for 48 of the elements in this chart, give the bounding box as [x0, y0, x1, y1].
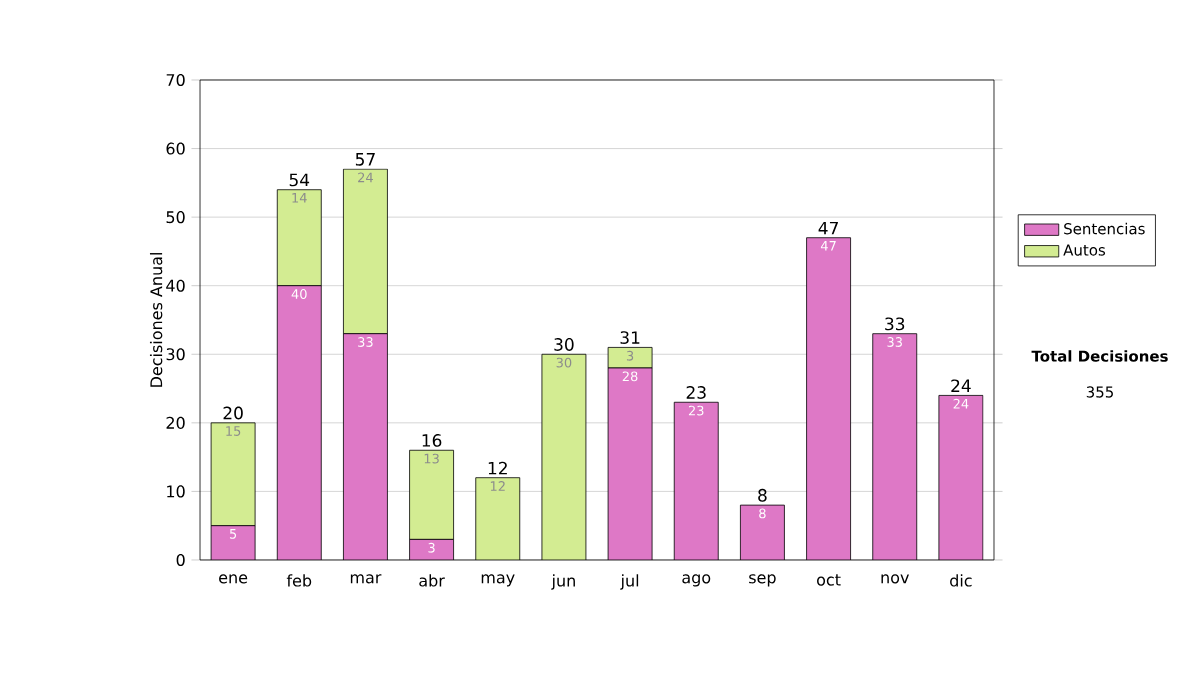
y-tick-label: 50	[166, 211, 185, 224]
bar	[740, 505, 785, 560]
bar	[938, 395, 984, 560]
x-tick-label: may	[481, 574, 515, 587]
total-label: 47	[818, 221, 838, 235]
bar	[806, 237, 851, 560]
total-label: 23	[686, 386, 706, 399]
x-tick-label: dic	[950, 574, 972, 587]
bar	[211, 525, 256, 560]
total-label: 16	[422, 434, 442, 447]
bar	[409, 449, 454, 540]
y-tick-label: 0	[176, 553, 185, 567]
bar	[872, 333, 917, 560]
x-tick-label: ago	[682, 574, 711, 587]
x-tick-label: oct	[817, 574, 841, 586]
bar	[541, 354, 586, 560]
bar	[277, 285, 322, 560]
x-tick-label: abr	[419, 574, 445, 587]
bar	[210, 422, 256, 527]
total-label: 8	[758, 488, 767, 502]
y-tick-label: 60	[166, 142, 185, 155]
y-axis-title: Decisiones Anual	[149, 253, 163, 387]
y-tick-label: 20	[166, 416, 185, 429]
total-label: 30	[554, 338, 574, 351]
total-label: 24	[951, 379, 971, 393]
bar	[674, 402, 719, 560]
total-label: 57	[355, 153, 375, 166]
bar	[475, 477, 520, 560]
y-tick-label: 30	[166, 348, 185, 361]
x-tick-label: jul	[620, 574, 639, 590]
y-tick-label: 40	[166, 279, 185, 292]
total-label: 20	[223, 406, 243, 420]
bar	[343, 333, 388, 560]
x-tick-label: feb	[286, 574, 312, 587]
total-label: 31	[620, 331, 640, 345]
bar	[343, 168, 388, 335]
x-tick-label: nov	[881, 574, 909, 584]
x-tick-label: mar	[350, 574, 382, 584]
bar	[608, 367, 653, 560]
total-label: 12	[488, 461, 507, 475]
total-label: 33	[885, 317, 905, 331]
y-tick-label: 10	[167, 485, 185, 498]
x-tick-label: jun	[551, 574, 575, 590]
bar	[276, 189, 322, 287]
y-tick-label: 70	[166, 73, 185, 87]
x-tick-label: sep	[749, 574, 776, 587]
total-label: 54	[289, 173, 310, 187]
x-tick-label: ene	[219, 574, 248, 584]
